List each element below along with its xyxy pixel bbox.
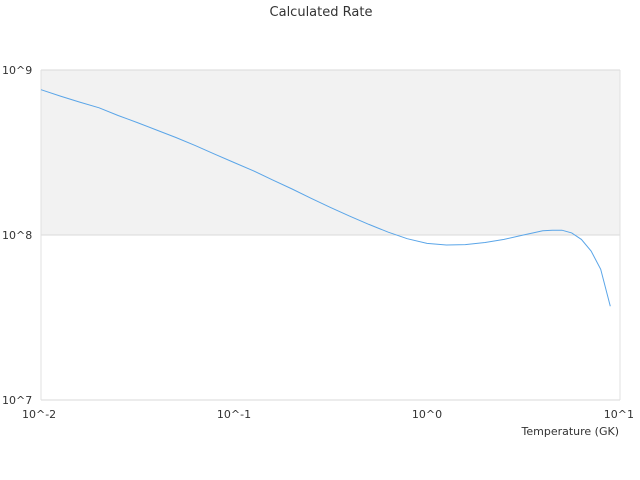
y-tick-label: 10^8	[2, 229, 32, 242]
shaded-band	[41, 70, 620, 235]
x-tick-label: 10^1	[604, 408, 634, 421]
chart-title: Calculated Rate	[270, 5, 373, 20]
x-tick-label: 10^-1	[217, 408, 251, 421]
x-tick-label: 10^-2	[22, 408, 56, 421]
x-tick-label: 10^0	[412, 408, 442, 421]
y-tick-label: 10^9	[2, 64, 32, 77]
rate-series-line	[40, 89, 611, 307]
x-axis-label: Temperature (GK)	[521, 425, 620, 438]
y-tick-label: 10^7	[2, 394, 32, 407]
y-tick-labels: 10^7 10^8 10^9	[2, 64, 32, 407]
x-tick-labels: 10^-2 10^-1 10^0 10^1	[22, 408, 634, 421]
